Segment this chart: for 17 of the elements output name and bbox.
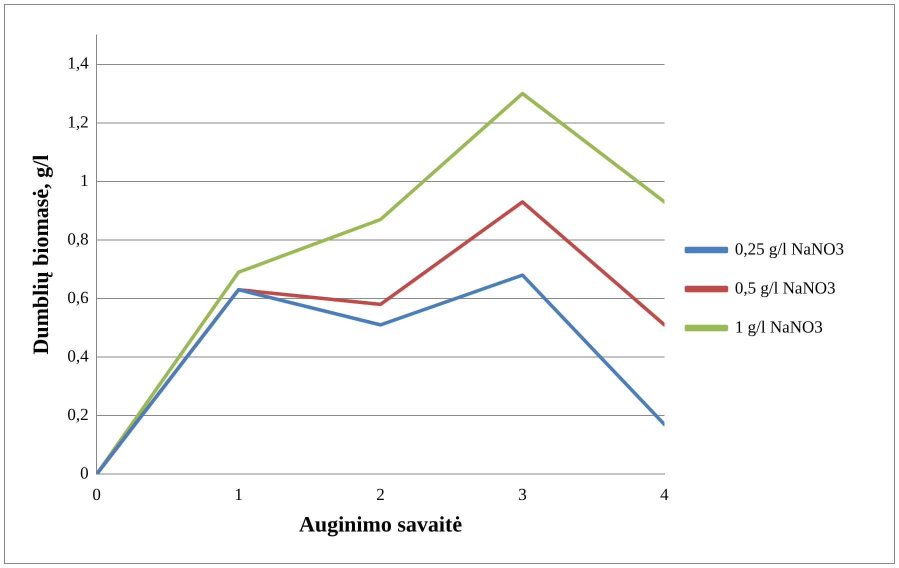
y-tick-label: 0,6 <box>67 288 89 307</box>
y-axis-title: Dumblių biomasė, g/l <box>28 154 53 355</box>
x-tick-label: 1 <box>234 484 243 504</box>
legend-label: 0,25 g/l NaNO3 <box>734 239 844 258</box>
y-tick-label: 1,4 <box>67 54 90 73</box>
y-tick-label: 0,8 <box>67 229 89 248</box>
y-tick-label: 1,2 <box>67 112 89 132</box>
x-tick-label: 3 <box>518 484 527 504</box>
y-tick-label: 0 <box>80 464 89 483</box>
legend-label: 0,5 g/l NaNO3 <box>734 278 836 298</box>
x-tick-label: 2 <box>376 484 385 504</box>
y-tick-label: 0,2 <box>67 405 89 424</box>
x-tick-label: 4 <box>660 484 670 504</box>
y-tick-label: 0,4 <box>67 346 90 366</box>
legend-label: 1 g/l NaNO3 <box>734 317 823 336</box>
y-tick-label: 1 <box>80 170 89 190</box>
x-axis-title: Auginimo savaitė <box>298 511 462 536</box>
